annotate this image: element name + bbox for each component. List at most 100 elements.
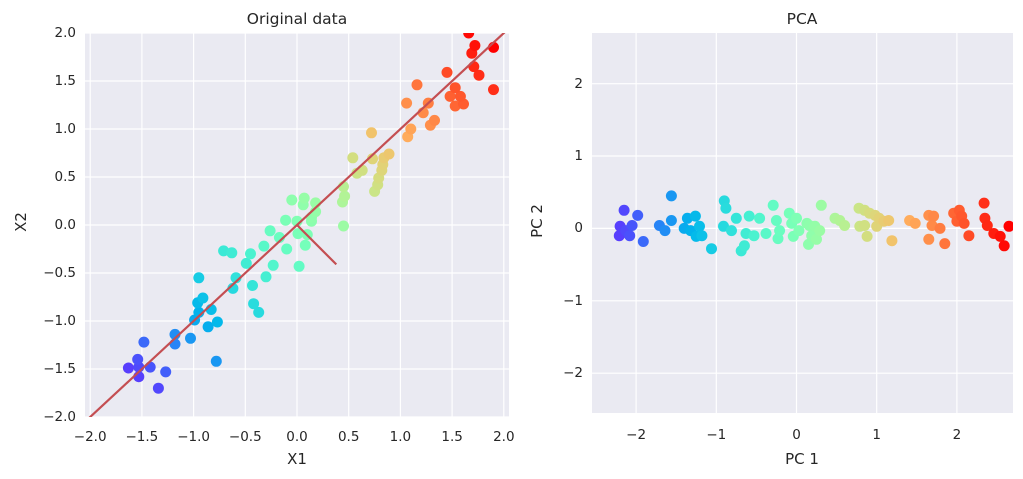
data-point xyxy=(748,230,760,242)
data-point xyxy=(626,220,638,231)
y-tick-label: −1 xyxy=(563,292,583,309)
data-point xyxy=(226,247,238,259)
x-tick-label: −0.5 xyxy=(228,429,262,445)
data-point xyxy=(218,245,230,257)
data-point xyxy=(909,217,921,229)
data-point xyxy=(299,239,311,251)
data-point xyxy=(886,235,898,247)
data-point xyxy=(347,152,359,164)
original-data-plot xyxy=(85,33,509,417)
data-point xyxy=(624,230,636,242)
right-plot-title: PCA xyxy=(786,10,818,28)
data-point xyxy=(429,114,440,126)
data-point xyxy=(738,240,750,252)
x-tick-label: 0.0 xyxy=(286,429,308,445)
data-point xyxy=(152,382,164,394)
data-point xyxy=(958,217,970,229)
data-point xyxy=(286,194,298,206)
data-point xyxy=(774,225,786,237)
data-point xyxy=(210,355,222,367)
data-point xyxy=(247,280,258,291)
data-point xyxy=(193,306,205,318)
data-point xyxy=(861,230,873,242)
data-point xyxy=(665,190,677,202)
data-point xyxy=(211,316,223,328)
data-point xyxy=(859,220,871,231)
data-point xyxy=(694,220,705,232)
data-point xyxy=(298,192,310,204)
data-point xyxy=(281,243,293,255)
x-tick-label: 0.5 xyxy=(337,429,360,445)
data-point xyxy=(338,220,349,232)
x-tick-label: −1.0 xyxy=(177,429,210,445)
y-tick-label: 0.0 xyxy=(54,217,76,233)
x-tick-label: 1.5 xyxy=(441,429,463,445)
y-tick-label: 1.5 xyxy=(54,73,76,89)
data-point xyxy=(260,271,272,283)
data-point xyxy=(928,210,940,222)
left-y-axis-label: X2 xyxy=(12,212,30,232)
x-tick-label: −1 xyxy=(706,427,727,443)
x-tick-label: 1 xyxy=(872,427,881,443)
x-tick-label: 0 xyxy=(792,427,801,443)
y-tick-label: −1.5 xyxy=(43,361,76,377)
data-point xyxy=(292,228,304,240)
y-tick-label: −0.5 xyxy=(43,265,76,281)
data-point xyxy=(803,238,814,250)
data-point xyxy=(981,220,993,231)
y-tick-label: 0.5 xyxy=(54,169,76,185)
data-point xyxy=(978,197,990,209)
data-point xyxy=(743,210,755,222)
data-point xyxy=(356,164,368,176)
data-point xyxy=(449,82,461,94)
y-tick-label: 1.0 xyxy=(54,121,76,137)
data-point xyxy=(473,69,485,81)
data-point xyxy=(659,225,671,237)
data-point xyxy=(169,338,181,350)
data-point xyxy=(696,230,708,242)
data-point xyxy=(998,240,1010,252)
data-point xyxy=(770,215,782,226)
x-tick-label: 2.0 xyxy=(493,429,515,445)
data-point xyxy=(293,260,305,272)
data-point xyxy=(132,353,144,365)
data-point xyxy=(197,292,209,304)
left-x-axis-label: X1 xyxy=(287,450,307,468)
pca-plot xyxy=(592,33,1013,413)
data-point xyxy=(185,332,196,344)
y-tick-label: 2 xyxy=(574,75,583,92)
data-point xyxy=(754,212,766,224)
data-point xyxy=(963,230,975,242)
y-tick-label: 2.0 xyxy=(54,25,76,41)
data-point xyxy=(760,228,772,239)
data-point xyxy=(1003,220,1013,232)
data-point xyxy=(839,220,851,231)
data-point xyxy=(793,225,805,237)
data-point xyxy=(632,209,644,221)
right-x-axis-label: PC 1 xyxy=(785,450,819,468)
data-point xyxy=(814,225,826,237)
data-point xyxy=(994,230,1006,242)
data-point xyxy=(488,84,499,96)
data-point xyxy=(883,215,895,226)
data-point xyxy=(815,199,827,211)
data-point xyxy=(637,236,649,247)
data-point xyxy=(811,233,822,245)
data-point xyxy=(791,212,802,224)
data-point xyxy=(258,240,270,252)
data-point xyxy=(401,97,413,109)
data-point xyxy=(665,215,677,226)
data-point xyxy=(264,225,276,237)
data-point xyxy=(444,90,456,102)
data-point xyxy=(934,222,946,234)
data-point xyxy=(469,40,481,51)
x-tick-label: −1.5 xyxy=(125,429,159,445)
data-point xyxy=(144,361,156,373)
x-tick-label: −2.0 xyxy=(73,429,107,445)
data-point xyxy=(449,100,461,112)
data-point xyxy=(454,90,466,102)
data-point xyxy=(366,127,377,139)
x-tick-label: −2 xyxy=(626,427,647,443)
data-point xyxy=(245,248,256,260)
data-point xyxy=(706,243,717,255)
